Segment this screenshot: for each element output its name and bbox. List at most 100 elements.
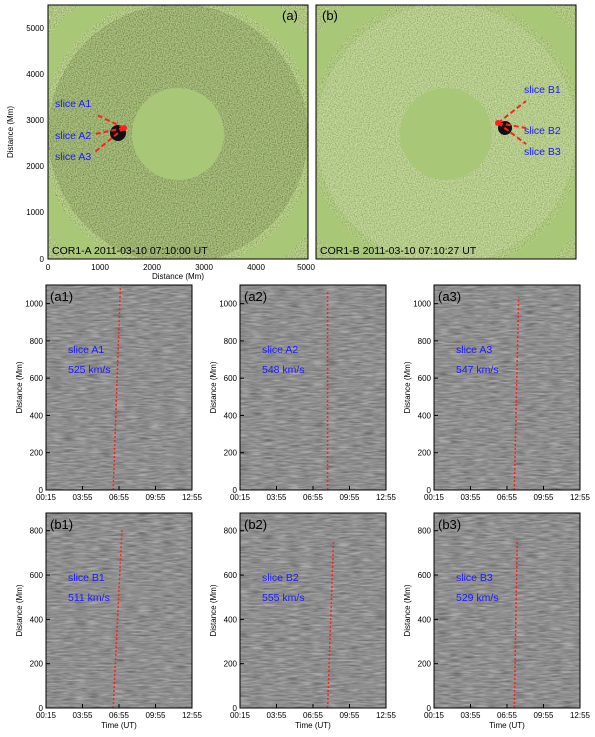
- panel-label: (b3): [438, 517, 461, 532]
- speed-label: 525 km/s: [68, 364, 111, 376]
- y-tick-label: 0: [233, 486, 238, 495]
- panel-label: (b1): [50, 517, 73, 532]
- panel-a-occulter: [132, 88, 224, 180]
- y-tick-label: 400: [224, 411, 238, 420]
- td-panel-texture: [240, 285, 386, 490]
- panel-b-slice-line-2: [497, 122, 527, 129]
- panel-b: slice B1 slice B2 slice B3 (b) COR1-B 20…: [315, 4, 577, 260]
- y-tick-label: 400: [30, 615, 44, 624]
- y-axis-label: Distance (Mm): [403, 584, 412, 636]
- panel-a-xtick: 0: [46, 263, 51, 272]
- y-tick-label: 200: [224, 660, 238, 669]
- y-tick-label: 400: [418, 615, 432, 624]
- speed-label: 511 km/s: [68, 592, 110, 604]
- panel-label: (a3): [438, 289, 461, 304]
- x-tick-label: 03:55: [266, 493, 287, 502]
- panel-a-ytick: 5000: [26, 24, 44, 33]
- y-tick-label: 200: [418, 449, 432, 458]
- x-tick-label: 06:55: [109, 711, 130, 720]
- panel-a-ytick: 2000: [26, 162, 44, 171]
- panel-b-label: (b): [322, 8, 338, 23]
- td-panel-a2: (a2) slice A2 548 km/s 0 200 400 600 800 1000 Dis…: [209, 284, 397, 502]
- panel-a-ticks: 0 1000 2000 3000 4000 5000 0 1000 2000 3…: [26, 24, 315, 272]
- y-axis-label: Distance (Mm): [15, 361, 24, 413]
- panel-a-xlabel: Distance (Mm): [152, 272, 204, 281]
- td-panel-b3: (b3) slice B3 529 km/s 0 200 400 600 800 Distanc…: [403, 512, 591, 730]
- td-panel-texture: [434, 285, 580, 490]
- panel-a-ylabel: Distance (Mm): [6, 106, 15, 158]
- fit-line: [513, 297, 520, 491]
- x-tick-label: 06:55: [303, 493, 324, 502]
- x-tick-label: 03:55: [266, 711, 287, 720]
- slice-label: slice B1: [68, 572, 105, 584]
- panel-b-slice-line-1: [497, 100, 527, 124]
- x-tick-label: 06:55: [303, 711, 324, 720]
- panel-a-slice-line-3: [94, 127, 125, 153]
- y-axis-label: Distance (Mm): [15, 584, 24, 636]
- y-tick-label: 200: [30, 660, 44, 669]
- y-axis-label: Distance (Mm): [209, 584, 218, 636]
- panel-a-frame: [47, 4, 309, 260]
- y-tick-label: 600: [224, 374, 238, 383]
- speed-label: 555 km/s: [262, 592, 305, 604]
- y-tick-label: 1000: [25, 300, 43, 309]
- y-tick-label: 800: [224, 337, 238, 346]
- y-tick-label: 1000: [219, 300, 237, 309]
- y-tick-label: 0: [427, 486, 432, 495]
- x-axis-label: Time (UT): [101, 721, 137, 730]
- panel-a-slice-line-1: [94, 113, 125, 129]
- panel-a-xtick: 1000: [91, 263, 109, 272]
- panel-b-frame: [315, 4, 577, 260]
- x-tick-label: 00:15: [230, 493, 251, 502]
- y-tick-label: 600: [224, 571, 238, 580]
- td-panel-texture: [240, 513, 386, 708]
- slice-label-b1: slice B1: [524, 84, 561, 96]
- td-panel-texture: [46, 285, 192, 490]
- y-tick-label: 800: [418, 527, 432, 536]
- panel-b-caption: COR1-B 2011-03-10 07:10:27 UT: [320, 245, 477, 257]
- slice-label-b2: slice B2: [524, 125, 561, 137]
- panel-b-occulter: [400, 88, 492, 180]
- x-tick-label: 12:55: [182, 493, 203, 502]
- y-tick-label: 200: [224, 449, 238, 458]
- y-tick-label: 600: [418, 374, 432, 383]
- panel-a-ytick: 4000: [26, 70, 44, 79]
- panel-b-source-region: [495, 100, 527, 145]
- panel-a-ytick: 3000: [26, 116, 44, 125]
- slice-label: slice A1: [68, 344, 104, 356]
- x-tick-label: 09:55: [339, 493, 360, 502]
- y-tick-label: 0: [233, 704, 238, 713]
- x-tick-label: 12:55: [570, 711, 591, 720]
- x-axis-label: Time (UT): [295, 721, 331, 730]
- y-tick-label: 200: [418, 660, 432, 669]
- x-tick-label: 12:55: [182, 711, 203, 720]
- x-tick-label: 06:55: [497, 711, 518, 720]
- x-tick-label: 00:15: [424, 493, 445, 502]
- x-tick-label: 00:15: [424, 711, 445, 720]
- y-tick-label: 0: [39, 704, 44, 713]
- y-tick-label: 400: [30, 411, 44, 420]
- panel-a-xtick: 3000: [195, 263, 213, 272]
- panel-a-source-region: [94, 113, 127, 153]
- panel-label: (a2): [244, 289, 267, 304]
- panel-a-xtick: 5000: [297, 263, 315, 272]
- panel-label: (a1): [50, 289, 73, 304]
- x-tick-label: 06:55: [109, 493, 130, 502]
- panel-a-caption: COR1-A 2011-03-10 07:10:00 UT: [52, 245, 208, 257]
- fit-line: [112, 530, 123, 709]
- panel-a-label: (a): [282, 8, 298, 23]
- slice-label-b3: slice B3: [524, 146, 561, 158]
- y-tick-label: 1000: [413, 300, 431, 309]
- x-tick-label: 12:55: [570, 493, 591, 502]
- y-axis-label: Distance (Mm): [403, 361, 412, 413]
- td-panel-a1: (a1) slice A1 525 km/s 0 200 400 600 800 1000 Dis…: [15, 284, 203, 502]
- x-tick-label: 12:55: [376, 711, 397, 720]
- panel-label: (b2): [244, 517, 267, 532]
- y-tick-label: 800: [30, 337, 44, 346]
- y-tick-label: 800: [224, 527, 238, 536]
- x-axis-label: Time (UT): [489, 721, 525, 730]
- td-panel-a3: (a3) slice A3 547 km/s 0 200 400 600 800 1000 Dis…: [403, 284, 591, 502]
- x-tick-label: 09:55: [533, 493, 554, 502]
- y-tick-label: 800: [418, 337, 432, 346]
